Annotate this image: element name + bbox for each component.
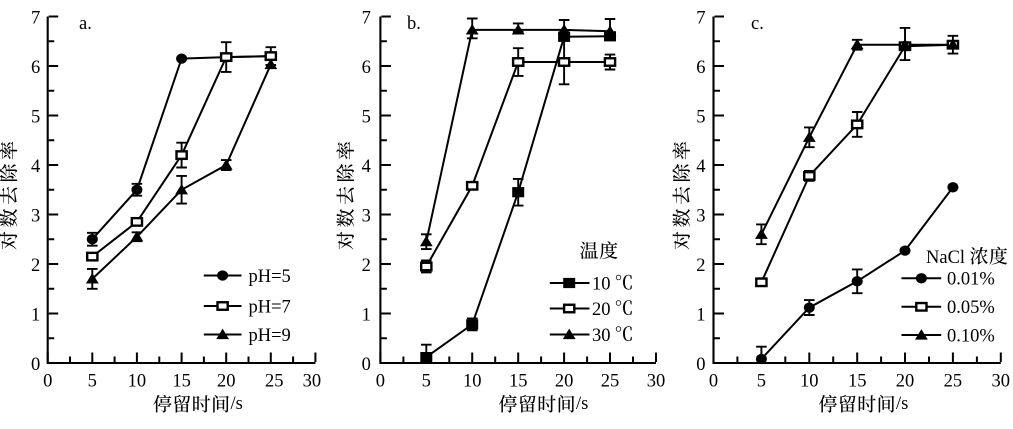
svg-text:5: 5 (696, 108, 705, 128)
svg-text:10: 10 (128, 372, 147, 392)
svg-text:0: 0 (31, 355, 40, 375)
svg-text:5: 5 (757, 372, 766, 392)
svg-text:3: 3 (696, 207, 705, 227)
svg-text:/s: /s (231, 394, 243, 414)
svg-text:30: 30 (592, 326, 611, 346)
svg-text:0: 0 (362, 355, 371, 375)
svg-text:15: 15 (848, 372, 867, 392)
svg-text:25: 25 (601, 372, 620, 392)
svg-text:pH=7: pH=7 (249, 297, 291, 317)
svg-text:10: 10 (800, 372, 819, 392)
svg-text:10: 10 (592, 274, 611, 294)
svg-text:4: 4 (31, 157, 40, 177)
svg-text:6: 6 (31, 58, 40, 78)
svg-text:15: 15 (172, 372, 191, 392)
svg-text:5: 5 (422, 372, 431, 392)
svg-text:0: 0 (376, 372, 385, 392)
svg-text:pH=9: pH=9 (249, 326, 291, 346)
svg-text:20: 20 (217, 372, 236, 392)
svg-text:NaCl: NaCl (926, 248, 965, 268)
svg-text:7: 7 (696, 9, 705, 29)
svg-text:30: 30 (303, 372, 322, 392)
svg-text:0: 0 (709, 372, 718, 392)
svg-text:3: 3 (31, 207, 40, 227)
svg-text:5: 5 (88, 372, 97, 392)
svg-text:20: 20 (555, 372, 574, 392)
svg-text:a.: a. (79, 14, 92, 34)
svg-text:3: 3 (362, 207, 371, 227)
svg-text:15: 15 (509, 372, 528, 392)
svg-text:4: 4 (362, 157, 371, 177)
svg-text:30: 30 (647, 372, 666, 392)
svg-text:c.: c. (751, 14, 764, 34)
svg-text:0.05%: 0.05% (947, 298, 995, 318)
svg-text:2: 2 (362, 256, 371, 276)
svg-text:0: 0 (43, 372, 52, 392)
svg-text:10: 10 (463, 372, 482, 392)
svg-text:5: 5 (31, 108, 40, 128)
svg-text:1: 1 (31, 306, 40, 326)
svg-text:20: 20 (592, 300, 611, 320)
svg-text:7: 7 (31, 9, 40, 29)
svg-text:5: 5 (362, 108, 371, 128)
svg-text:30: 30 (992, 372, 1011, 392)
svg-text:6: 6 (696, 58, 705, 78)
svg-text:2: 2 (31, 256, 40, 276)
svg-text:1: 1 (696, 306, 705, 326)
svg-text:/s: /s (896, 394, 908, 414)
svg-text:2: 2 (696, 256, 705, 276)
svg-text:0: 0 (696, 355, 705, 375)
svg-text:pH=5: pH=5 (249, 267, 291, 287)
svg-text:1: 1 (362, 306, 371, 326)
svg-text:0.10%: 0.10% (947, 326, 995, 346)
svg-text:/s: /s (576, 394, 588, 414)
svg-text:b.: b. (407, 14, 421, 34)
svg-text:6: 6 (362, 58, 371, 78)
svg-text:25: 25 (944, 372, 963, 392)
svg-text:20: 20 (896, 372, 915, 392)
svg-text:25: 25 (265, 372, 284, 392)
svg-text:0.01%: 0.01% (947, 270, 995, 290)
svg-text:7: 7 (362, 9, 371, 29)
svg-text:4: 4 (696, 157, 705, 177)
